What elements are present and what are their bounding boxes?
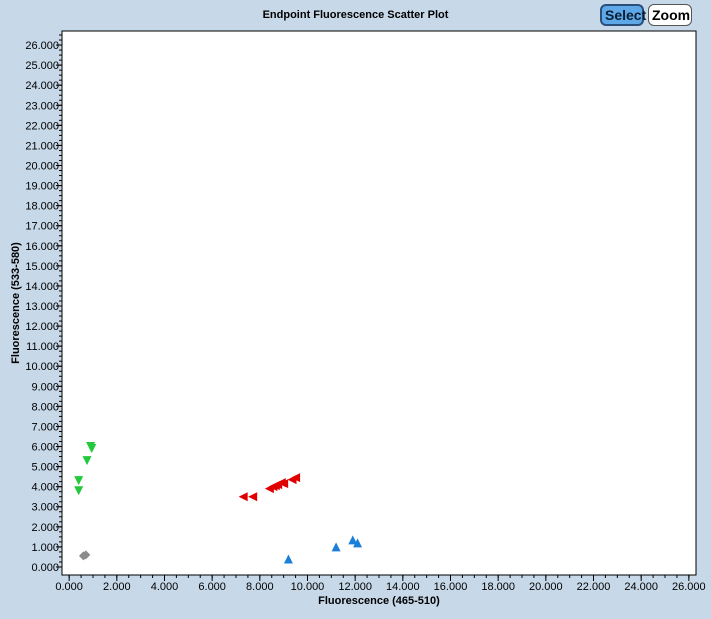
x-tick-label: 4.000	[151, 581, 179, 593]
y-tick-label: 4.000	[31, 482, 59, 494]
x-tick-label: 20.000	[529, 581, 563, 593]
y-tick-label: 17.000	[25, 221, 59, 233]
y-tick-label: 12.000	[25, 321, 59, 333]
data-point[interactable]	[279, 479, 289, 489]
data-point[interactable]	[74, 486, 84, 496]
x-axis: 0.000 2.000 4.000 6.000 8.000 10.000 12.000 14.…	[55, 575, 706, 593]
y-tick-label: 24.000	[25, 80, 59, 92]
plot-area[interactable]	[61, 30, 697, 576]
data-point[interactable]	[82, 456, 92, 466]
x-tick-label: 10.000	[291, 581, 325, 593]
y-tick-label: 2.000	[31, 522, 59, 534]
x-tick-label: 22.000	[577, 581, 611, 593]
y-tick-label: 7.000	[31, 421, 59, 433]
data-point[interactable]	[291, 473, 301, 483]
y-tick-label: 5.000	[31, 462, 59, 474]
y-tick-label: 23.000	[25, 100, 59, 112]
y-tick-label: 1.000	[31, 542, 59, 554]
x-tick-label: 14.000	[386, 581, 420, 593]
x-tick-label: 8.000	[246, 581, 274, 593]
y-tick-label: 6.000	[31, 442, 59, 454]
y-tick-label: 15.000	[25, 261, 59, 273]
y-tick-label: 20.000	[25, 160, 59, 172]
y-tick-label: 13.000	[25, 301, 59, 313]
select-button[interactable]: Select	[600, 4, 646, 26]
y-tick-label: 0.000	[31, 562, 59, 574]
zoom-button[interactable]: Zoom	[648, 4, 692, 26]
x-tick-label: 18.000	[481, 581, 515, 593]
y-tick-label: 26.000	[25, 40, 59, 52]
y-axis: 0.000 1.000 2.000 3.000 4.000 5.000 6.000 7.000…	[25, 34, 62, 574]
y-tick-label: 18.000	[25, 201, 59, 213]
data-points	[74, 442, 363, 564]
y-tick-label: 16.000	[25, 241, 59, 253]
data-point[interactable]	[283, 554, 293, 564]
y-tick-label: 14.000	[25, 281, 59, 293]
y-tick-label: 9.000	[31, 381, 59, 393]
y-tick-label: 25.000	[25, 60, 59, 72]
x-tick-label: 24.000	[624, 581, 658, 593]
x-tick-label: 0.000	[55, 581, 83, 593]
x-tick-label: 6.000	[198, 581, 226, 593]
chart-title: Endpoint Fluorescence Scatter Plot	[262, 9, 449, 21]
y-tick-label: 10.000	[25, 361, 59, 373]
data-point[interactable]	[74, 476, 84, 486]
x-tick-label: 16.000	[434, 581, 468, 593]
data-point[interactable]	[81, 550, 91, 560]
x-tick-label: 26.000	[672, 581, 706, 593]
y-tick-label: 11.000	[26, 341, 59, 353]
y-tick-label: 21.000	[25, 140, 59, 152]
y-tick-label: 3.000	[31, 502, 59, 514]
x-tick-label: 2.000	[103, 581, 131, 593]
y-tick-label: 19.000	[25, 181, 59, 193]
data-point[interactable]	[353, 538, 363, 548]
data-point[interactable]	[87, 444, 97, 454]
y-axis-title: Fluorescence (533-580)	[10, 242, 22, 364]
x-tick-label: 12.000	[338, 581, 372, 593]
data-point[interactable]	[331, 542, 341, 552]
y-tick-label: 22.000	[25, 120, 59, 132]
data-point[interactable]	[248, 492, 258, 502]
data-point[interactable]	[348, 535, 358, 545]
data-point[interactable]	[238, 492, 248, 502]
x-axis-title: Fluorescence (465-510)	[318, 595, 440, 607]
y-tick-label: 8.000	[31, 401, 59, 413]
